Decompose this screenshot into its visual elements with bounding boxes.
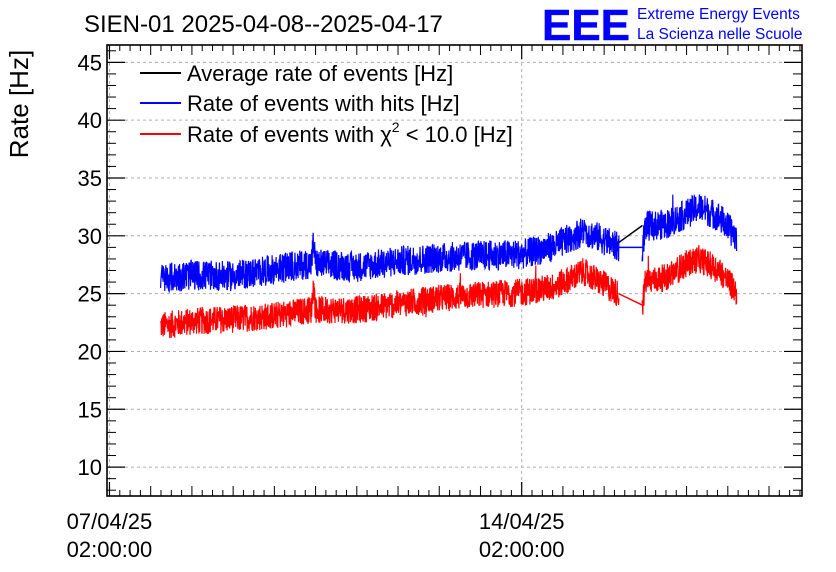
logo-line-1: Extreme Energy Events — [637, 6, 800, 23]
x-tick-label-time: 02:00:00 — [67, 537, 153, 562]
x-tick-label-time: 02:00:00 — [479, 537, 565, 562]
series-trace — [641, 194, 738, 262]
x-axis: 07/04/25 02:00:00 14/04/25 02:00:00 — [67, 45, 801, 562]
y-tick-label: 40 — [78, 108, 102, 133]
eee-logo-mark: EEE — [542, 1, 630, 50]
series-average — [618, 224, 643, 244]
series-trace — [160, 258, 620, 339]
y-tick-label: 45 — [78, 50, 102, 75]
series-trace — [160, 218, 620, 293]
legend-label-chi2-symbol: χ — [380, 122, 392, 147]
x-tick-label-date: 07/04/25 — [67, 509, 153, 534]
legend-label-chi2-tail: < 10.0 [Hz] — [400, 122, 513, 147]
legend-label-average: Average rate of events [Hz] — [187, 61, 453, 86]
y-tick-label: 10 — [78, 455, 102, 480]
series-chi2 — [160, 245, 738, 339]
y-tick-label: 35 — [78, 166, 102, 191]
series-hits — [160, 194, 738, 293]
y-tick-label: 25 — [78, 282, 102, 307]
series-gap-connector — [618, 292, 643, 306]
series-line-average — [618, 224, 643, 244]
legend-label-hits: Rate of events with hits [Hz] — [187, 91, 460, 116]
legend-label-chi2-main: Rate of events with — [187, 122, 380, 147]
grid-lines — [107, 45, 802, 496]
x-tick-label-date: 14/04/25 — [479, 509, 565, 534]
series-trace — [641, 245, 738, 315]
y-axis-label: Rate [Hz] — [4, 50, 34, 158]
series-layer — [160, 194, 738, 339]
legend: Average rate of events [Hz] Rate of even… — [140, 61, 513, 147]
legend-label-chi2: Rate of events with χ2 < 10.0 [Hz] — [187, 119, 513, 147]
y-tick-label: 20 — [78, 339, 102, 364]
y-axis: 10 15 20 25 30 35 40 45 — [78, 50, 802, 491]
legend-label-chi2-sup: 2 — [392, 119, 400, 135]
eee-logo: EEE Extreme Energy Events La Scienza nel… — [542, 1, 803, 51]
logo-line-2: La Scienza nelle Scuole — [637, 26, 802, 43]
chart-title: SIEN-01 2025-04-08--2025-04-17 — [84, 11, 443, 38]
y-tick-label: 30 — [78, 224, 102, 249]
y-tick-label: 15 — [78, 397, 102, 422]
